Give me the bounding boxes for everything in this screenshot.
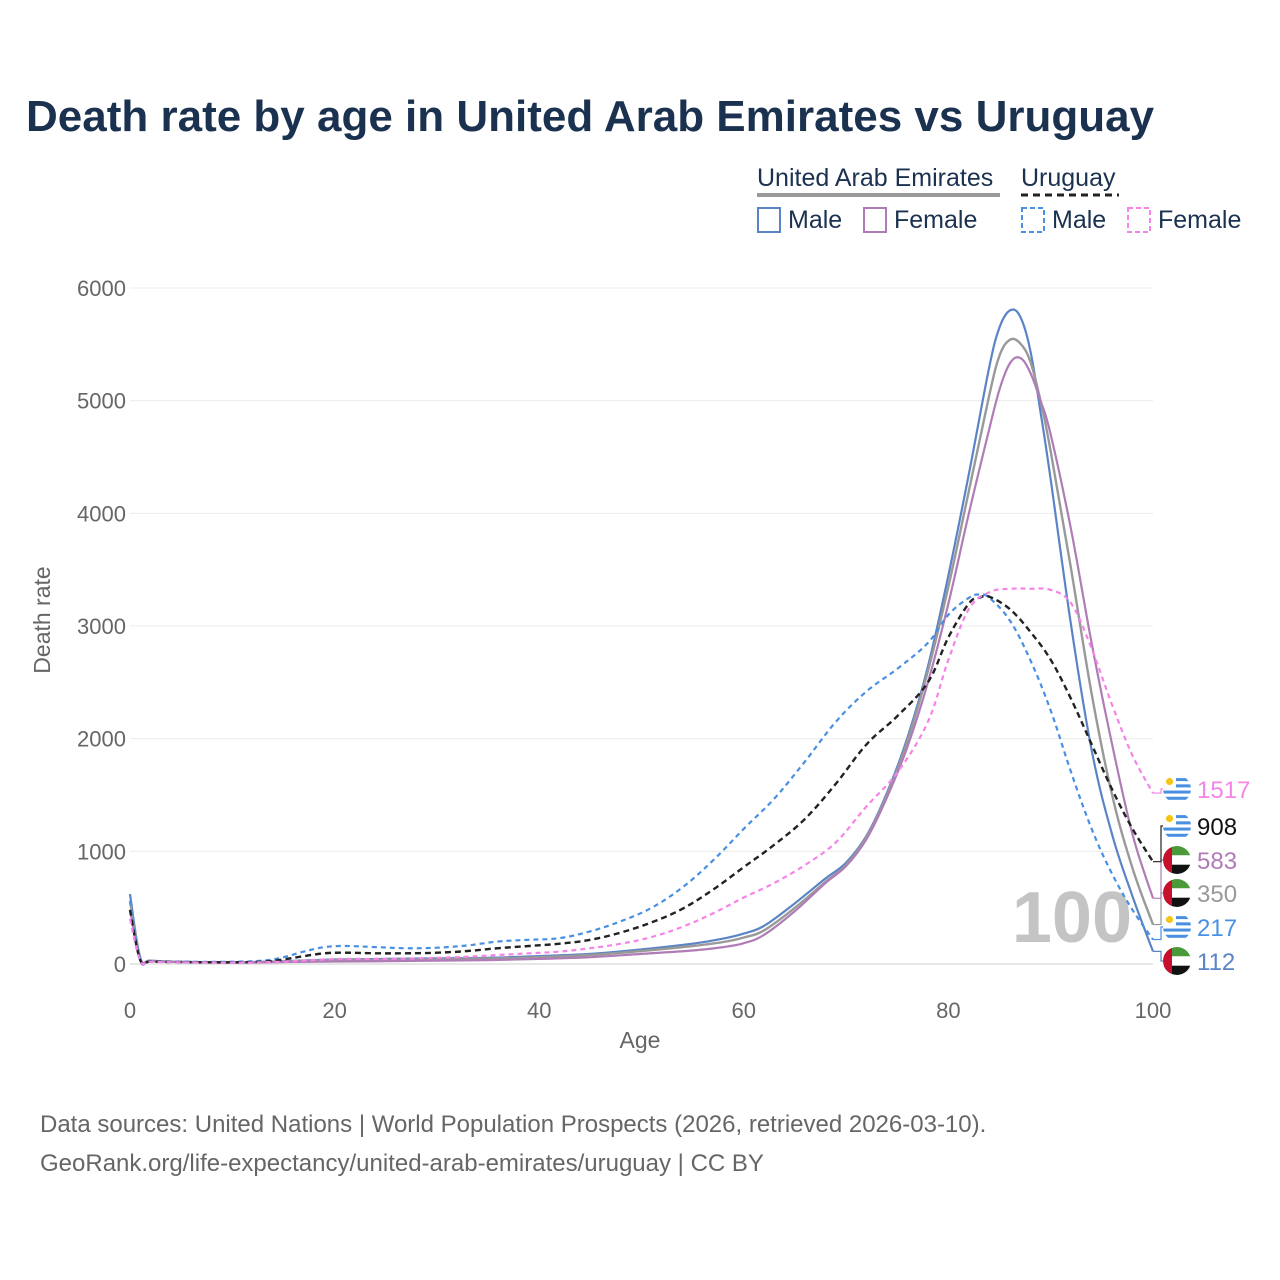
legend-uae-female-swatch bbox=[863, 207, 887, 233]
x-tick-label: 20 bbox=[322, 998, 346, 1023]
x-tick-label: 80 bbox=[936, 998, 960, 1023]
end-label-connector bbox=[1153, 892, 1163, 926]
legend-uruguay-male[interactable]: Male bbox=[1052, 206, 1106, 234]
y-tick-label: 5000 bbox=[77, 389, 126, 414]
y-tick-label: 6000 bbox=[77, 276, 126, 301]
legend-group-uruguay[interactable]: Uruguay bbox=[1021, 164, 1116, 192]
y-tick-label: 3000 bbox=[77, 614, 126, 639]
y-axis-ticks: 0 1000 2000 3000 4000 5000 6000 bbox=[77, 276, 126, 977]
legend-uruguay-female[interactable]: Female bbox=[1158, 206, 1241, 234]
x-tick-label: 0 bbox=[124, 998, 136, 1023]
x-axis-ticks: 0 20 40 60 80 100 bbox=[124, 998, 1171, 1023]
uae-flag-icon bbox=[1163, 879, 1191, 907]
end-label-uy_female: 1517 bbox=[1197, 777, 1250, 804]
source-line-1: Data sources: United Nations | World Pop… bbox=[40, 1111, 986, 1138]
y-tick-label: 4000 bbox=[77, 501, 126, 526]
series-line-uy_total[interactable] bbox=[128, 594, 1155, 966]
y-tick-label: 2000 bbox=[77, 727, 126, 752]
legend-uae-male[interactable]: Male bbox=[788, 206, 842, 234]
x-tick-label: 100 bbox=[1135, 998, 1172, 1023]
end-label-uae_female: 583 bbox=[1197, 848, 1237, 875]
series-line-uy_male[interactable] bbox=[128, 593, 1154, 966]
source-line-2[interactable]: GeoRank.org/life-expectancy/united-arab-… bbox=[40, 1150, 764, 1177]
x-tick-label: 60 bbox=[732, 998, 756, 1023]
legend-uruguay-male-swatch bbox=[1021, 207, 1045, 233]
y-axis-label: Death rate bbox=[29, 566, 55, 673]
series-line-uae_female[interactable] bbox=[128, 356, 1155, 965]
x-tick-label: 40 bbox=[527, 998, 551, 1023]
legend-uruguay-female-swatch bbox=[1127, 207, 1151, 233]
series-line-uy_female[interactable] bbox=[128, 587, 1154, 966]
end-label-connector bbox=[1153, 926, 1163, 941]
end-label-connector bbox=[1153, 950, 1163, 962]
end-label-uy_total: 908 bbox=[1197, 814, 1237, 841]
x-axis-label: Age bbox=[620, 1027, 661, 1053]
series-lines bbox=[128, 308, 1155, 966]
series-line-uae_male[interactable] bbox=[128, 308, 1155, 965]
legend-uae-female[interactable]: Female bbox=[894, 206, 977, 234]
uruguay-flag-icon bbox=[1163, 913, 1191, 941]
y-tick-label: 0 bbox=[114, 952, 126, 977]
end-label-connector bbox=[1153, 859, 1163, 899]
end-label-uae_total: 350 bbox=[1197, 881, 1237, 908]
uruguay-flag-icon bbox=[1163, 775, 1191, 803]
y-tick-label: 1000 bbox=[77, 839, 126, 864]
grid bbox=[130, 287, 1153, 965]
legend-group-uae[interactable]: United Arab Emirates bbox=[757, 164, 993, 192]
end-labels: 112 350 583 217 908 1517 bbox=[1153, 775, 1250, 976]
chart-title: Death rate by age in United Arab Emirate… bbox=[26, 92, 1155, 141]
uae-flag-icon bbox=[1163, 947, 1191, 975]
age-overlay-label: 100 bbox=[1012, 878, 1132, 958]
uae-flag-icon bbox=[1163, 846, 1191, 874]
end-label-uy_male: 217 bbox=[1197, 915, 1237, 942]
end-label-connector bbox=[1153, 788, 1163, 794]
end-label-connector bbox=[1153, 825, 1163, 863]
end-label-uae_male: 112 bbox=[1197, 949, 1235, 976]
uruguay-flag-icon bbox=[1163, 812, 1191, 840]
series-line-uae_total[interactable] bbox=[128, 337, 1155, 965]
legend: United Arab Emirates Uruguay Male Female… bbox=[757, 164, 1241, 234]
legend-uae-male-swatch bbox=[757, 207, 781, 233]
